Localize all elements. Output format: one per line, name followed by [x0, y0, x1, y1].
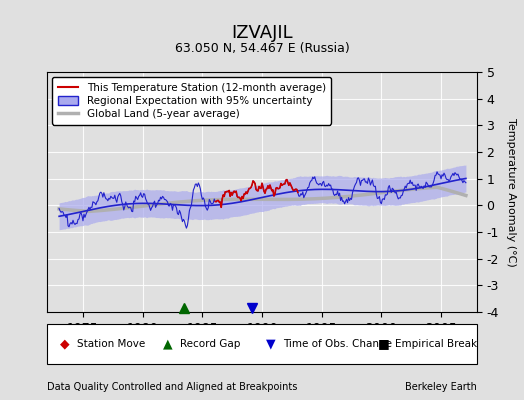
Text: Station Move: Station Move — [77, 339, 146, 349]
Text: IZVAJIL: IZVAJIL — [231, 24, 293, 42]
Text: ■: ■ — [378, 338, 390, 350]
Text: ◆: ◆ — [60, 338, 70, 350]
Text: Berkeley Earth: Berkeley Earth — [405, 382, 477, 392]
Text: ▼: ▼ — [266, 338, 276, 350]
Text: Empirical Break: Empirical Break — [395, 339, 477, 349]
Text: Record Gap: Record Gap — [180, 339, 241, 349]
Text: Time of Obs. Change: Time of Obs. Change — [283, 339, 392, 349]
Text: Data Quality Controlled and Aligned at Breakpoints: Data Quality Controlled and Aligned at B… — [47, 382, 298, 392]
Legend: This Temperature Station (12-month average), Regional Expectation with 95% uncer: This Temperature Station (12-month avera… — [52, 77, 331, 124]
Y-axis label: Temperature Anomaly (°C): Temperature Anomaly (°C) — [506, 118, 516, 266]
Text: 63.050 N, 54.467 E (Russia): 63.050 N, 54.467 E (Russia) — [174, 42, 350, 55]
FancyBboxPatch shape — [47, 324, 477, 364]
Text: ▲: ▲ — [163, 338, 173, 350]
